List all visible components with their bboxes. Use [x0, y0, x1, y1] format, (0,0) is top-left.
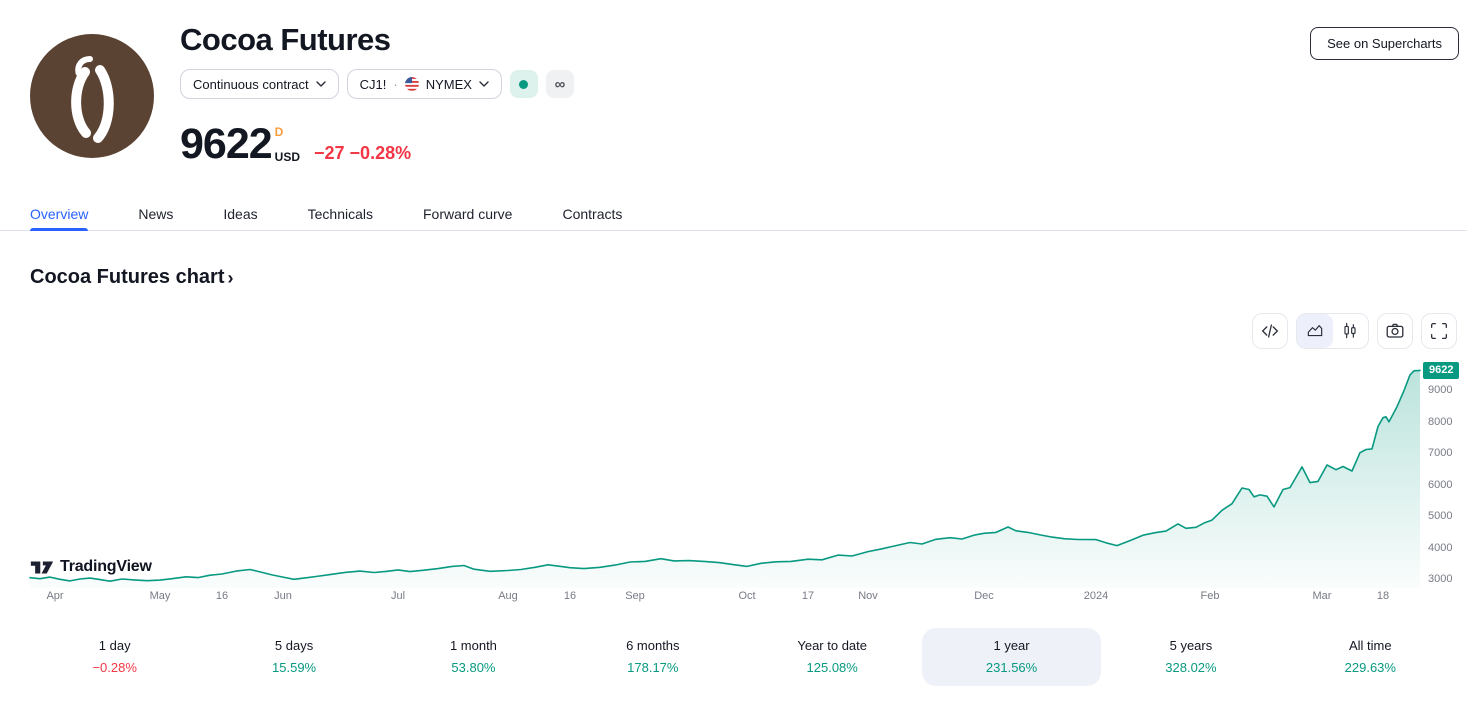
last-price-tag: 9622 [1423, 362, 1460, 379]
range-year-to-date[interactable]: Year to date 125.08% [797, 638, 867, 675]
code-icon [1262, 324, 1278, 338]
x-tick-label: Apr [46, 590, 64, 602]
chart-section-link[interactable]: Cocoa Futures chart › [30, 266, 233, 289]
tab-overview[interactable]: Overview [30, 198, 89, 231]
y-tick-label: 4000 [1428, 541, 1453, 554]
contract-type-label: Continuous contract [193, 76, 309, 92]
market-open-dot-icon [519, 79, 529, 89]
price-chart[interactable]: Apr May 16 Jun Jul Aug 16 Sep Oct 17 Nov Dec 2024 Feb… [0, 360, 1467, 610]
x-tick-label: Sep [625, 590, 645, 602]
last-price: 9622 [180, 120, 273, 169]
x-tick-label: Jun [274, 590, 292, 602]
x-tick-label: 17 [801, 590, 815, 602]
y-tick-label: 7000 [1428, 447, 1453, 459]
y-tick-label: 6000 [1428, 478, 1453, 491]
snapshot-button[interactable] [1377, 313, 1413, 349]
range-1-month[interactable]: 1 month 53.80% [449, 638, 497, 675]
tradingview-logo-icon [30, 561, 54, 573]
x-tick-label: Nov [858, 590, 878, 602]
us-flag-icon [404, 77, 419, 91]
x-tick-label: Aug [498, 590, 518, 602]
price-block: 9622 D USD −27 −0.28% [180, 120, 412, 169]
symbol-controls: Continuous contract CJ1! · NYMEX ∞ [180, 69, 574, 99]
chart-section-title: Cocoa Futures chart [30, 266, 225, 288]
chevron-down-icon [479, 81, 489, 87]
x-tick-label: Jul [390, 590, 406, 602]
fullscreen-button[interactable] [1421, 313, 1457, 349]
x-tick-label: Oct [738, 590, 756, 602]
price-change: −27 −0.28% [314, 143, 412, 164]
x-tick-label: Dec [974, 590, 994, 602]
tab-bar: Overview News Ideas Technicals Forward c… [0, 198, 1467, 231]
x-tick-label: May [149, 590, 171, 602]
fullscreen-icon [1431, 323, 1447, 339]
exchange-label: NYMEX [425, 76, 472, 92]
area-chart-button[interactable] [1297, 314, 1333, 348]
embed-code-button[interactable] [1252, 313, 1288, 349]
y-tick-label: 9000 [1428, 384, 1453, 396]
x-tick-label: 2024 [1083, 590, 1109, 602]
range-selector: 1 day −0.28% 5 days 15.59% 1 month 53.80… [25, 628, 1460, 686]
timeframe-label: D [274, 125, 284, 139]
tab-forward-curve[interactable]: Forward curve [423, 206, 513, 222]
x-tick-label: 16 [563, 590, 577, 602]
range-1-day[interactable]: 1 day −0.28% [92, 638, 137, 675]
range-5-years[interactable]: 5 years 328.02% [1165, 638, 1217, 675]
x-tick-label: 16 [215, 590, 229, 602]
range-5-days[interactable]: 5 days 15.59% [272, 638, 317, 675]
symbol-exchange-dropdown[interactable]: CJ1! · NYMEX [346, 69, 502, 99]
x-tick-label: 18 [1376, 590, 1390, 602]
tab-news[interactable]: News [138, 206, 174, 222]
page-title: Cocoa Futures [180, 22, 391, 57]
symbol-label: CJ1! [359, 76, 387, 92]
cocoa-logo [30, 34, 154, 158]
chevron-right-icon: › [227, 268, 234, 288]
x-tick-label: Feb [1200, 590, 1220, 602]
contract-type-dropdown[interactable]: Continuous contract [180, 69, 339, 99]
range-6-months[interactable]: 6 months 178.17% [626, 638, 680, 675]
y-tick-label: 5000 [1428, 510, 1453, 522]
tab-technicals[interactable]: Technicals [307, 206, 373, 222]
y-tick-label: 8000 [1428, 415, 1453, 428]
candles-icon [1344, 322, 1356, 339]
area-chart-plot [29, 369, 1421, 588]
y-tick-label: 3000 [1428, 573, 1453, 585]
range-1-year[interactable]: 1 year 231.56% [921, 628, 1102, 686]
range-all-time[interactable]: All time 229.63% [1344, 638, 1396, 675]
infinity-icon: ∞ [554, 75, 566, 93]
currency-label: USD [274, 150, 301, 164]
chevron-down-icon [315, 81, 326, 87]
tradingview-watermark-label: TradingView [60, 558, 152, 575]
x-tick-label: Mar [1312, 590, 1332, 602]
tab-ideas[interactable]: Ideas [223, 206, 258, 222]
tab-contracts[interactable]: Contracts [562, 206, 623, 222]
market-open-badge[interactable] [509, 70, 538, 98]
camera-icon [1386, 323, 1404, 338]
separator: · [393, 76, 398, 92]
chart-type-toggle [1296, 313, 1369, 349]
cocoa-bean-icon [30, 34, 154, 158]
see-on-supercharts-button[interactable]: See on Supercharts [1310, 27, 1459, 60]
candles-chart-button[interactable] [1333, 314, 1369, 348]
continuous-contract-badge[interactable]: ∞ [545, 70, 574, 98]
chart-toolbar [1252, 313, 1457, 349]
area-chart-icon [1307, 325, 1322, 337]
tradingview-watermark[interactable]: TradingView [30, 558, 152, 576]
